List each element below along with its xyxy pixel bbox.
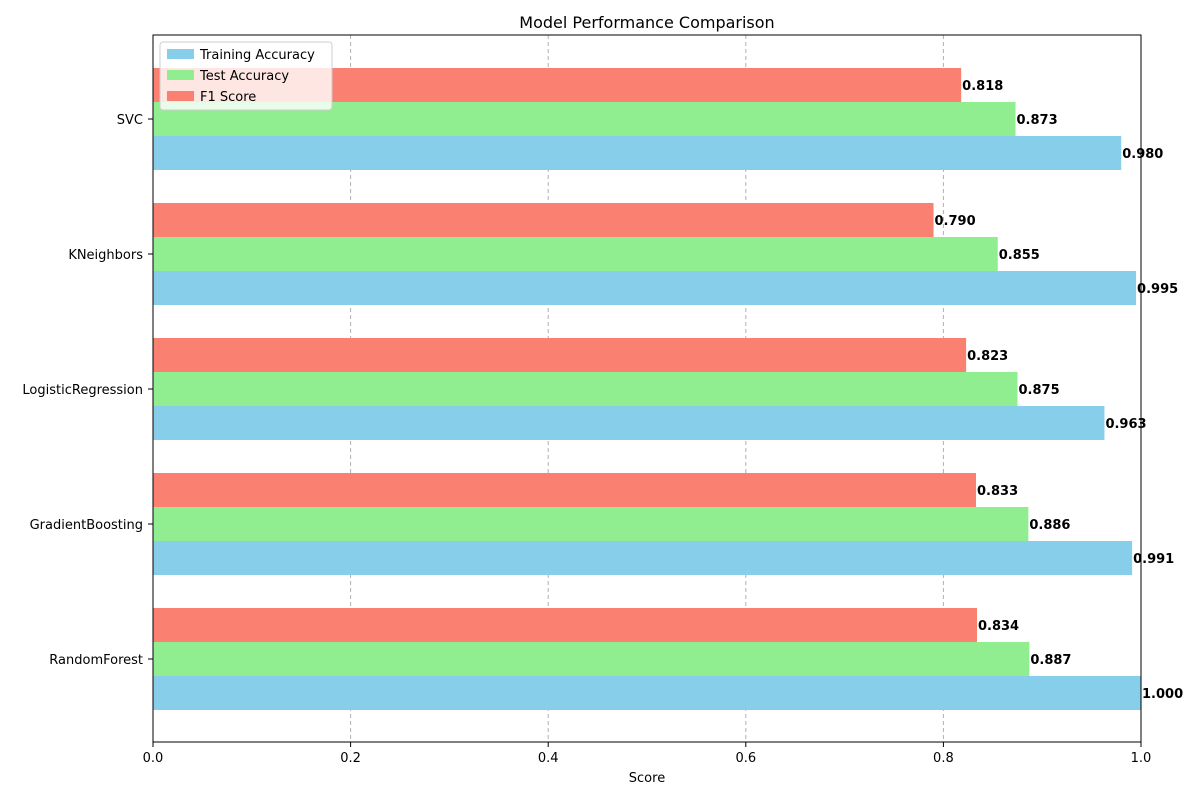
x-tick-label: 0.6 — [735, 751, 756, 766]
bar[interactable] — [153, 406, 1105, 440]
value-labels: 1.000 0.887 0.834 0.991 0.886 0.833 0.963 0.875… — [935, 79, 1184, 702]
x-tick-label: 0.2 — [340, 751, 361, 766]
data-label: 0.855 — [999, 248, 1040, 263]
data-label: 0.873 — [1017, 113, 1058, 128]
x-tick-label: 0.0 — [143, 751, 164, 766]
y-tick-label: GradientBoosting — [30, 518, 143, 533]
bar[interactable] — [153, 608, 977, 642]
bar[interactable] — [153, 338, 967, 372]
data-label: 0.991 — [1133, 552, 1174, 567]
x-tick-label: 1.0 — [1131, 751, 1152, 766]
legend-swatch — [167, 91, 194, 101]
legend-swatch — [167, 70, 194, 80]
data-label: 0.995 — [1137, 282, 1178, 297]
bar[interactable] — [153, 203, 934, 237]
data-label: 1.000 — [1142, 687, 1183, 702]
data-label: 0.887 — [1030, 653, 1071, 668]
legend-swatch — [167, 49, 194, 59]
data-label: 0.875 — [1019, 383, 1060, 398]
data-label: 0.886 — [1029, 518, 1070, 533]
legend-box — [159, 41, 333, 111]
bar[interactable] — [153, 507, 1029, 541]
legend-label: Test Accuracy — [199, 69, 289, 84]
bar[interactable] — [153, 271, 1137, 305]
data-label: 0.980 — [1122, 147, 1163, 162]
bar[interactable] — [153, 642, 1030, 676]
chart-title: Model Performance Comparison — [519, 13, 774, 32]
data-label: 0.833 — [977, 484, 1018, 499]
data-label: 0.790 — [935, 214, 976, 229]
data-label: 0.963 — [1105, 417, 1146, 432]
legend[interactable]: Training Accuracy Test Accuracy F1 Score — [159, 41, 333, 111]
x-tick-label: 0.4 — [538, 751, 559, 766]
bar[interactable] — [153, 676, 1141, 710]
data-label: 0.834 — [978, 619, 1019, 634]
y-tick-label: LogisticRegression — [22, 383, 143, 398]
data-label: 0.823 — [967, 349, 1008, 364]
bar[interactable] — [153, 136, 1122, 170]
bar[interactable] — [153, 237, 998, 271]
y-tick-label: KNeighbors — [68, 248, 143, 263]
bar[interactable] — [153, 372, 1018, 406]
y-tick-label: RandomForest — [49, 653, 143, 668]
bars — [153, 68, 1141, 710]
bar[interactable] — [153, 473, 977, 507]
legend-label: F1 Score — [200, 90, 256, 105]
y-axis-ticks: RandomForest GradientBoosting LogisticRegr… — [22, 113, 153, 668]
data-label: 0.818 — [962, 79, 1003, 94]
y-tick-label: SVC — [117, 113, 143, 128]
x-tick-label: 0.8 — [933, 751, 954, 766]
x-axis-label: Score — [629, 771, 665, 786]
bar[interactable] — [153, 541, 1133, 575]
x-axis-ticks: 0.0 0.2 0.4 0.6 0.8 1.0 — [143, 742, 1152, 766]
legend-label: Training Accuracy — [199, 48, 315, 63]
